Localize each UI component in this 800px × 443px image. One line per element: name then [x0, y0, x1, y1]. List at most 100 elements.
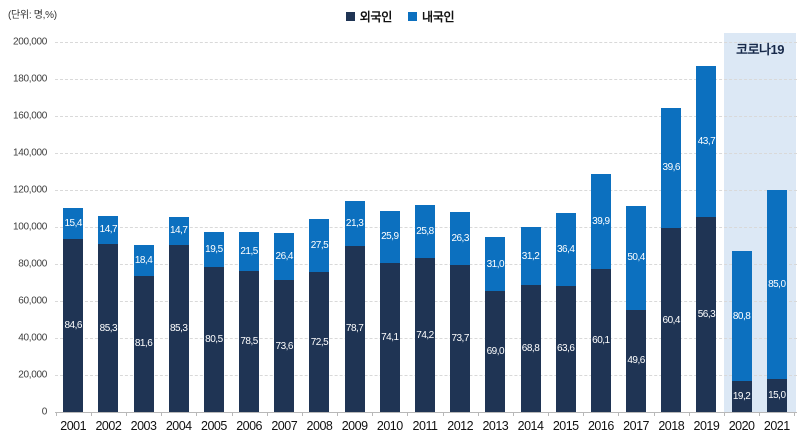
segment-label-foreigner: 80,5: [205, 334, 223, 346]
y-tick-label: 160,000: [12, 110, 47, 122]
x-axis-tick: [512, 412, 514, 416]
segment-label-foreigner: 81,6: [134, 338, 153, 350]
bar-group-2014: 31,2 68,8: [520, 227, 541, 412]
x-tick-label-year: 2002: [95, 419, 122, 433]
legend-item-domestic: 내국인: [408, 8, 455, 25]
bar-segment-foreigner: 85,3: [168, 245, 189, 412]
bar-segment-foreigner: 15,0: [766, 378, 787, 412]
y-tick-label: 180,000: [12, 73, 47, 85]
gridline: [55, 42, 797, 43]
bar-segment-foreigner: 73,6: [274, 280, 295, 412]
covid-annotation-label: 코로나19: [736, 42, 784, 57]
x-tick-label-year: 2014: [517, 419, 544, 433]
bar-group-2003: 18,4 81,6: [133, 244, 154, 412]
bar-group-2007: 26,4 73,6: [274, 233, 295, 412]
y-tick-label: 140,000: [12, 147, 47, 159]
bar-segment-foreigner: 74,2: [415, 258, 435, 412]
segment-label-foreigner: 49,6: [627, 355, 645, 367]
x-tick-label-year: 2019: [693, 419, 720, 433]
x-tick-label-year: 2015: [552, 419, 579, 433]
segment-label-domestic: 31,0: [486, 258, 505, 270]
x-axis-tick: [337, 412, 339, 416]
y-tick-label: 100,000: [12, 221, 47, 233]
bar-group-2002: 14,7 85,3: [98, 215, 119, 412]
x-tick-label-year: 2006: [236, 419, 262, 433]
bar-segment-domestic: 50,4: [626, 205, 647, 310]
bar-segment-foreigner: 81,6: [133, 275, 154, 412]
segment-label-domestic: 31,2: [521, 250, 540, 262]
segment-label-domestic: 18,4: [134, 254, 153, 266]
x-axis-tick: [125, 412, 127, 416]
segment-label-domestic: 21,5: [240, 245, 258, 257]
segment-label-foreigner: 63,6: [556, 343, 575, 355]
x-axis-tick: [442, 412, 444, 416]
bar-segment-foreigner: 19,2: [731, 381, 752, 412]
y-tick-label: 20,000: [18, 369, 47, 381]
legend-item-foreigner: 외국인: [345, 8, 393, 25]
bar-segment-foreigner: 84,6: [63, 239, 84, 412]
bar-group-2019: 43,7 56,3: [696, 65, 717, 412]
x-tick-label-year: 2011: [412, 419, 438, 433]
x-tick-label-year: 2003: [130, 419, 157, 433]
bar-segment-domestic: 80,8: [731, 251, 752, 382]
bar-group-2010: 25,9 74,1: [379, 210, 400, 412]
segment-label-foreigner: 74,1: [381, 331, 399, 343]
x-axis-tick: [266, 412, 268, 416]
segment-label-foreigner: 60,1: [592, 334, 610, 346]
y-tick-label: 120,000: [12, 184, 47, 196]
bar-segment-domestic: 14,7: [168, 216, 189, 246]
bar-segment-foreigner: 78,7: [344, 245, 365, 412]
segment-label-foreigner: 56,3: [697, 309, 716, 321]
x-axis-tick: [301, 412, 303, 416]
segment-label-foreigner: 69,0: [486, 346, 505, 358]
bar-segment-foreigner: 69,0: [485, 291, 506, 412]
x-tick-label-year: 2008: [306, 419, 333, 433]
bar-segment-domestic: 15,4: [63, 207, 84, 240]
bar-group-2013: 31,0 69,0: [485, 237, 506, 412]
segment-label-domestic: 50,4: [627, 252, 645, 264]
bar-group-2018: 39,6 60,4: [661, 107, 682, 412]
bar-group-2004: 14,7 85,3: [168, 216, 189, 412]
bar-segment-domestic: 39,6: [661, 107, 682, 229]
x-axis-line: [55, 412, 797, 413]
x-axis-tick: [618, 412, 620, 416]
x-axis-tick: [90, 412, 92, 416]
bar-segment-foreigner: 56,3: [696, 217, 717, 412]
segment-label-domestic: 39,6: [662, 162, 681, 174]
segment-label-foreigner: 78,7: [345, 323, 364, 335]
x-tick-label-year: 2020: [728, 419, 755, 433]
segment-label-domestic: 14,7: [99, 224, 118, 236]
legend-swatch-foreigner-icon: [345, 12, 355, 21]
unit-label: (단위: 명,%): [8, 10, 57, 21]
bar-segment-domestic: 36,4: [555, 213, 576, 286]
x-tick-label-year: 2010: [376, 419, 403, 433]
gridline: [55, 153, 797, 154]
x-tick-label-year: 2021: [763, 419, 790, 433]
gridline: [55, 116, 797, 117]
bar-segment-foreigner: 60,4: [661, 228, 682, 412]
segment-label-domestic: 26,4: [275, 251, 294, 263]
bar-segment-foreigner: 73,7: [450, 264, 471, 412]
segment-label-domestic: 25,8: [416, 226, 434, 238]
bar-group-2009: 21,3 78,7: [344, 200, 365, 412]
x-axis-tick: [372, 412, 374, 416]
segment-label-domestic: 43,7: [697, 135, 716, 147]
bar-segment-domestic: 39,9: [590, 173, 611, 269]
x-axis-tick: [477, 412, 479, 416]
x-axis-tick: [688, 412, 690, 416]
x-axis-tick: [724, 412, 726, 416]
legend-label-foreigner: 외국인: [359, 10, 393, 24]
segment-label-domestic: 27,5: [310, 240, 329, 252]
y-tick-label: 40,000: [18, 332, 47, 344]
segment-label-foreigner: 68,8: [521, 342, 540, 354]
bar-segment-domestic: 43,7: [696, 65, 717, 218]
gridline: [55, 79, 797, 80]
x-tick-label-year: 2001: [60, 419, 87, 433]
bar-segment-foreigner: 85,3: [98, 244, 119, 412]
bar-group-2015: 36,4 63,6: [555, 213, 576, 412]
bar-segment-domestic: 27,5: [309, 219, 330, 273]
x-axis-tick: [653, 412, 655, 416]
segment-label-domestic: 21,3: [345, 217, 364, 229]
bar-segment-foreigner: 80,5: [203, 267, 224, 412]
